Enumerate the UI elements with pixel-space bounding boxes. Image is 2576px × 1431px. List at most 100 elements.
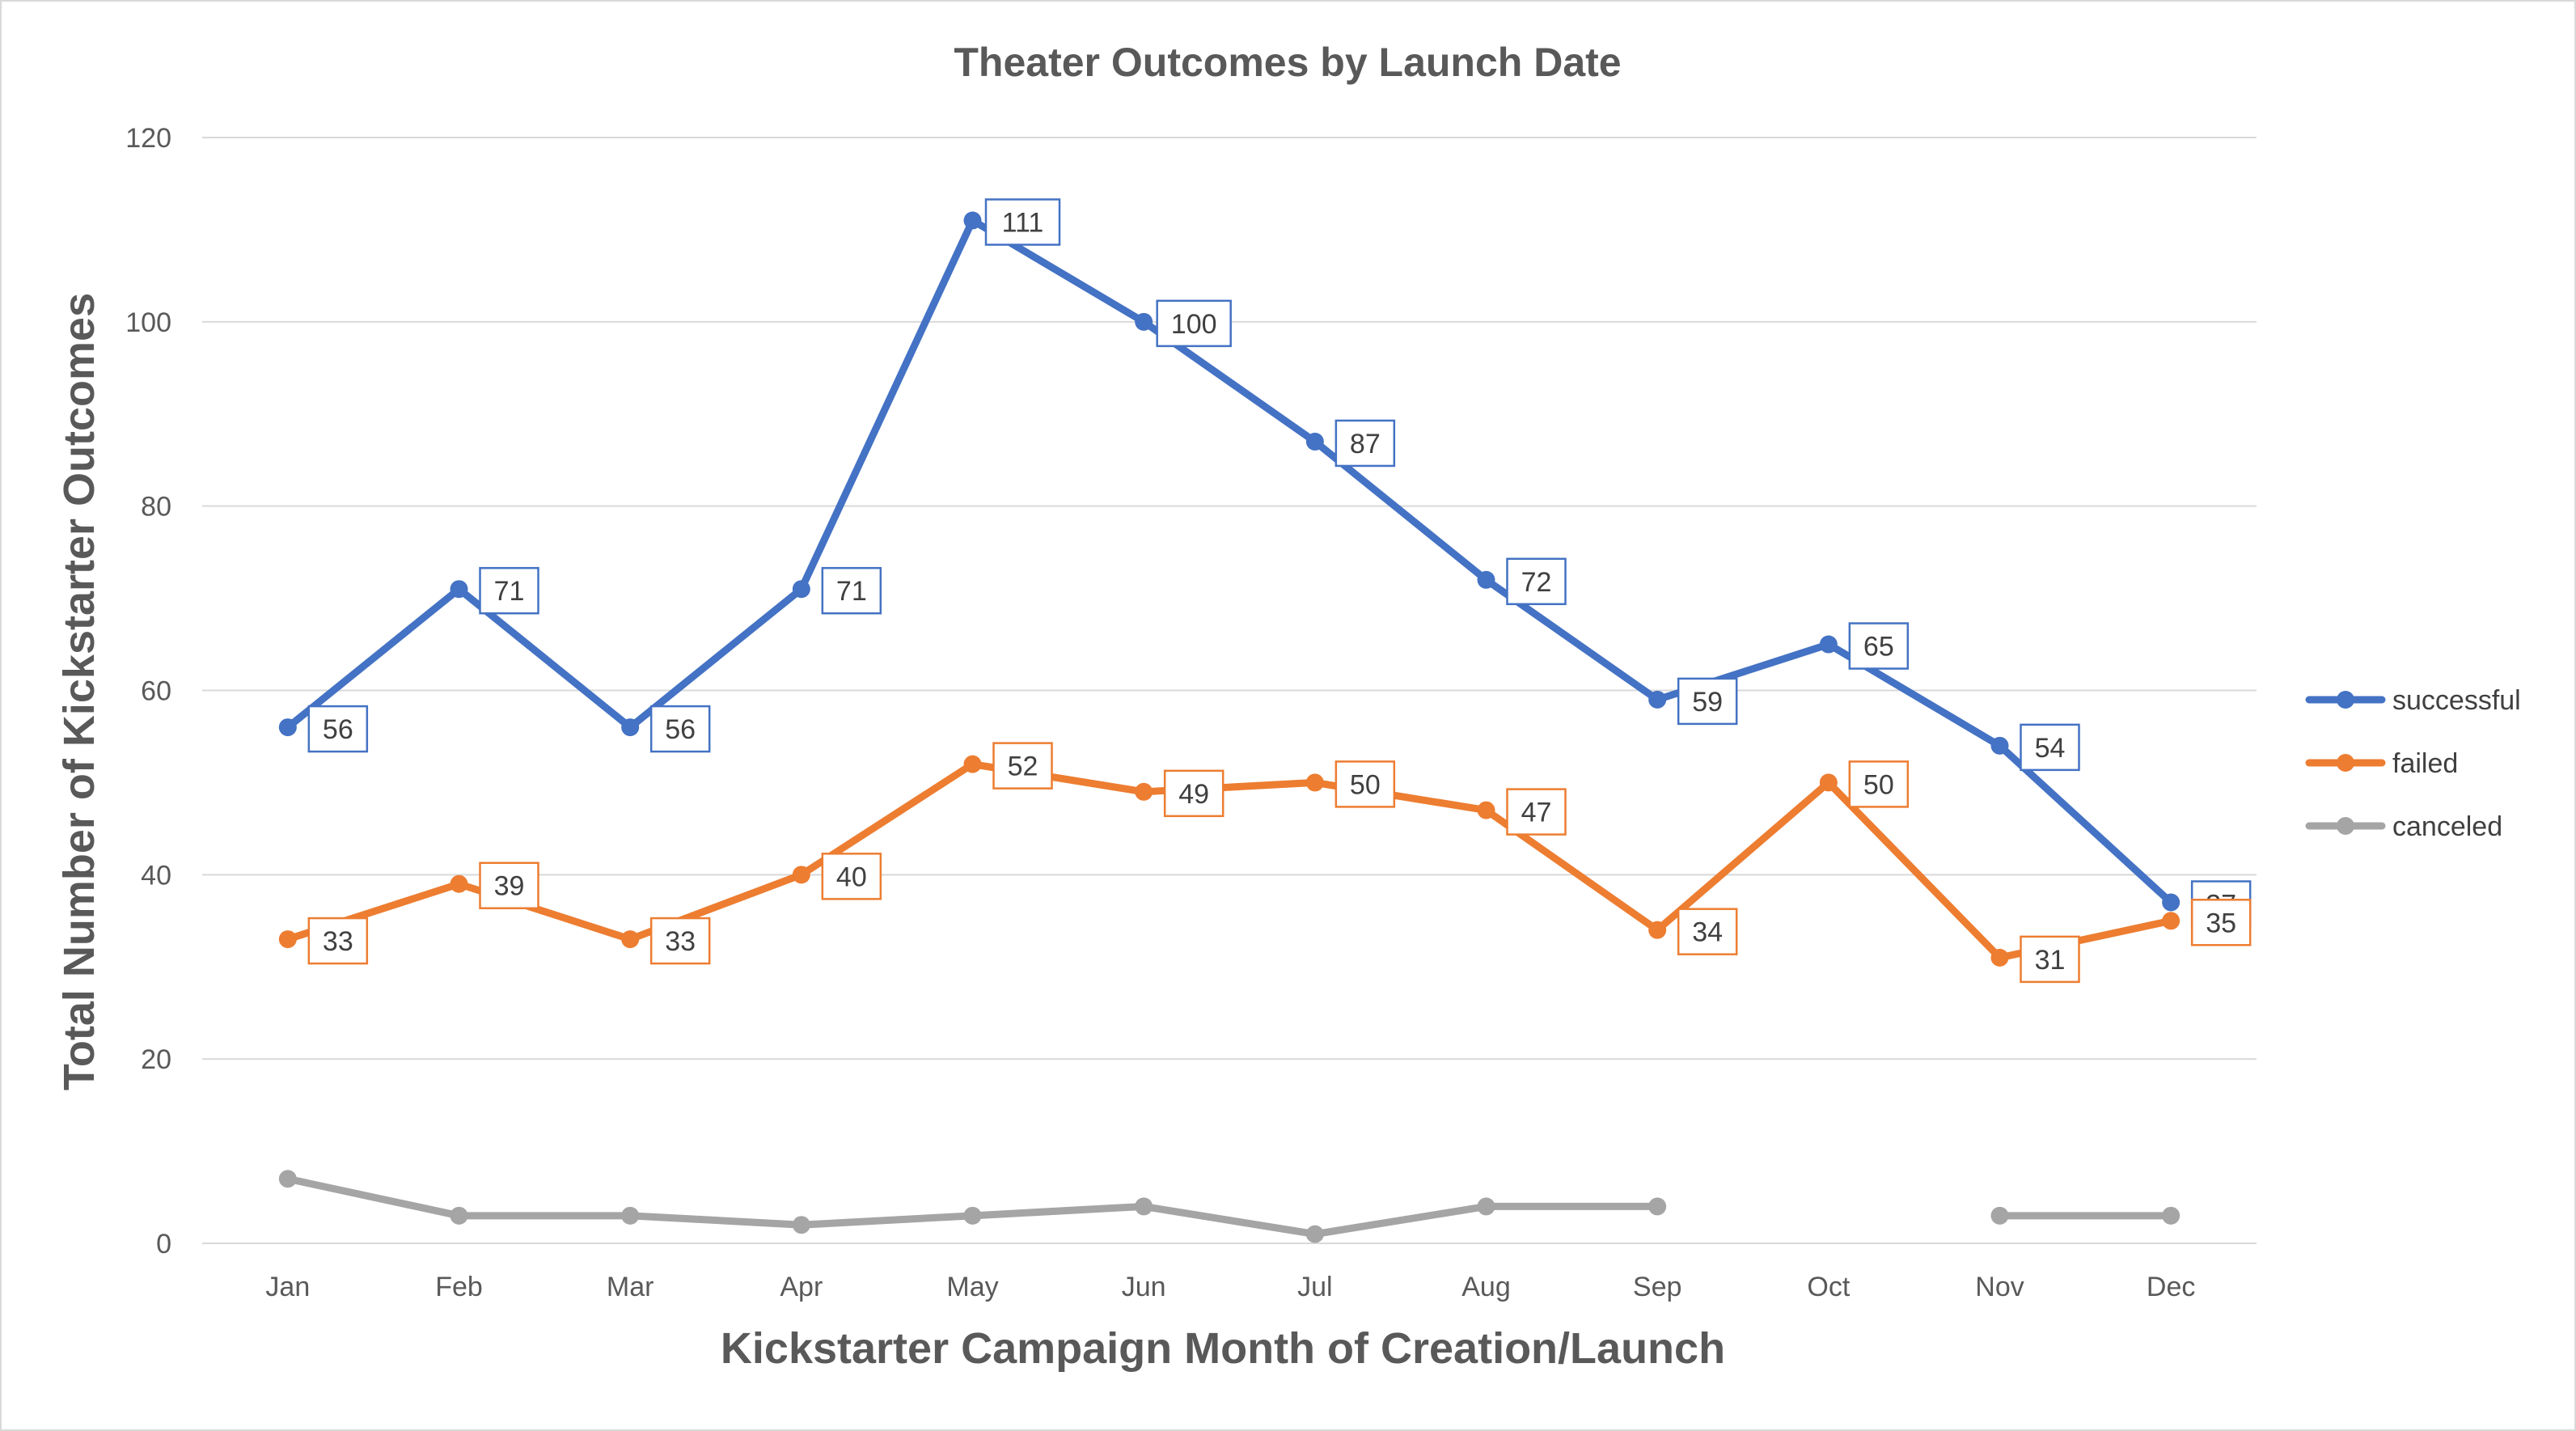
data-point-failed xyxy=(450,874,468,893)
data-label-box xyxy=(1506,788,1567,836)
data-label-failed: 34 xyxy=(1677,908,1738,955)
data-label-box xyxy=(1335,419,1396,468)
data-label-text: 71 xyxy=(494,576,525,607)
data-label-text: 100 xyxy=(1171,309,1217,340)
data-label-successful: 72 xyxy=(1506,557,1567,606)
data-label-text: 52 xyxy=(1008,751,1038,782)
data-label-box xyxy=(649,705,711,753)
data-label-box xyxy=(479,862,539,909)
data-label-failed: 33 xyxy=(649,917,711,965)
data-label-text: 54 xyxy=(2035,733,2066,764)
data-label-box xyxy=(1677,908,1738,955)
x-tick-label: Apr xyxy=(780,1272,823,1302)
data-label-text: 111 xyxy=(1002,208,1044,239)
legend-item-canceled: canceled xyxy=(2305,811,2502,842)
data-label-text: 31 xyxy=(2035,945,2066,976)
data-point-successful xyxy=(621,718,640,737)
y-tick-label: 0 xyxy=(156,1229,171,1260)
data-label-box xyxy=(1156,299,1232,348)
data-label-text: 33 xyxy=(323,926,353,957)
legend-item-successful: successful xyxy=(2305,685,2521,716)
x-tick-label: Mar xyxy=(607,1272,654,1302)
series-line-canceled xyxy=(284,1175,1661,1238)
data-point-failed xyxy=(963,755,982,773)
legend-item-failed: failed xyxy=(2305,748,2458,779)
data-label-failed: 50 xyxy=(1848,760,1910,808)
x-tick-label: Jun xyxy=(1122,1272,1166,1302)
series-lines xyxy=(278,211,2181,1243)
legend: successful failed canceled xyxy=(2305,685,2521,842)
y-tick-label: 20 xyxy=(141,1044,171,1075)
data-label-failed: 47 xyxy=(1506,788,1567,836)
data-label-box xyxy=(1163,769,1225,818)
data-point-failed xyxy=(792,866,810,884)
data-label-failed: 52 xyxy=(992,742,1053,790)
data-point-failed xyxy=(1819,773,1838,792)
data-label-box xyxy=(1335,760,1396,808)
data-label-successful: 56 xyxy=(307,705,369,753)
data-point-successful xyxy=(1305,432,1324,451)
data-label-text: 39 xyxy=(494,871,525,902)
x-axis-ticks: Jan Feb Mar Apr May Jun Jul Aug Sep Oct Nov Dec xyxy=(265,1272,2195,1302)
legend-marker xyxy=(2337,691,2354,709)
data-label-box xyxy=(821,853,882,900)
data-label-box xyxy=(2020,935,2080,984)
data-point-successful xyxy=(792,580,810,599)
data-point-successful xyxy=(963,211,982,230)
legend-marker xyxy=(2337,817,2354,835)
data-point-failed xyxy=(621,930,640,949)
series-failed xyxy=(278,755,2181,967)
data-point-failed xyxy=(2162,912,2181,930)
data-point-canceled xyxy=(450,1206,468,1225)
data-label-failed: 35 xyxy=(2190,899,2252,946)
data-point-canceled xyxy=(2162,1206,2181,1225)
data-point-successful xyxy=(2162,893,2181,912)
data-label-text: 65 xyxy=(1863,632,1894,663)
x-tick-label: May xyxy=(946,1272,998,1302)
legend-label: failed xyxy=(2392,748,2458,779)
data-label-box xyxy=(1848,622,1910,670)
data-point-canceled xyxy=(278,1170,297,1188)
data-label-failed: 49 xyxy=(1163,769,1225,818)
data-label-successful: 71 xyxy=(479,566,539,615)
data-label-text: 71 xyxy=(836,576,867,607)
data-label-successful: 71 xyxy=(821,566,882,615)
data-point-failed xyxy=(1305,773,1324,792)
y-axis-title: Total Number of Kickstarter Outcomes xyxy=(55,293,104,1090)
data-point-successful xyxy=(1477,570,1495,589)
data-label-box xyxy=(479,566,539,615)
data-point-successful xyxy=(1990,736,2009,755)
x-tick-label: Feb xyxy=(435,1272,483,1302)
y-tick-label: 120 xyxy=(125,123,171,154)
data-point-canceled xyxy=(1648,1197,1667,1216)
data-labels: 5671567111110087725965543733393340524950… xyxy=(307,198,2252,984)
series-canceled xyxy=(278,1170,2181,1243)
data-label-successful: 65 xyxy=(1848,622,1910,670)
x-tick-label: Aug xyxy=(1461,1272,1511,1302)
data-label-box xyxy=(2020,723,2080,772)
data-point-successful xyxy=(450,580,468,599)
data-point-successful xyxy=(1648,690,1667,709)
data-label-failed: 33 xyxy=(307,917,369,965)
x-axis-title: Kickstarter Campaign Month of Creation/L… xyxy=(721,1324,1725,1373)
data-label-failed: 40 xyxy=(821,853,882,900)
data-point-successful xyxy=(278,718,297,737)
x-tick-label: Nov xyxy=(1975,1272,2024,1302)
data-label-text: 87 xyxy=(1350,429,1381,459)
data-label-successful: 100 xyxy=(1156,299,1232,348)
legend-label: canceled xyxy=(2392,811,2502,842)
data-label-failed: 31 xyxy=(2020,935,2080,984)
data-label-box xyxy=(1677,677,1738,726)
data-label-box xyxy=(1506,557,1567,606)
data-point-canceled xyxy=(963,1206,982,1225)
data-point-successful xyxy=(1819,635,1838,654)
data-point-failed xyxy=(1477,801,1495,819)
x-tick-label: Jan xyxy=(265,1272,310,1302)
data-label-text: 34 xyxy=(1692,917,1723,948)
data-label-successful: 87 xyxy=(1335,419,1396,468)
data-label-text: 59 xyxy=(1692,687,1723,718)
y-tick-label: 80 xyxy=(141,492,171,523)
data-label-text: 40 xyxy=(836,862,867,892)
y-tick-label: 100 xyxy=(125,307,171,338)
legend-label: successful xyxy=(2392,685,2521,716)
